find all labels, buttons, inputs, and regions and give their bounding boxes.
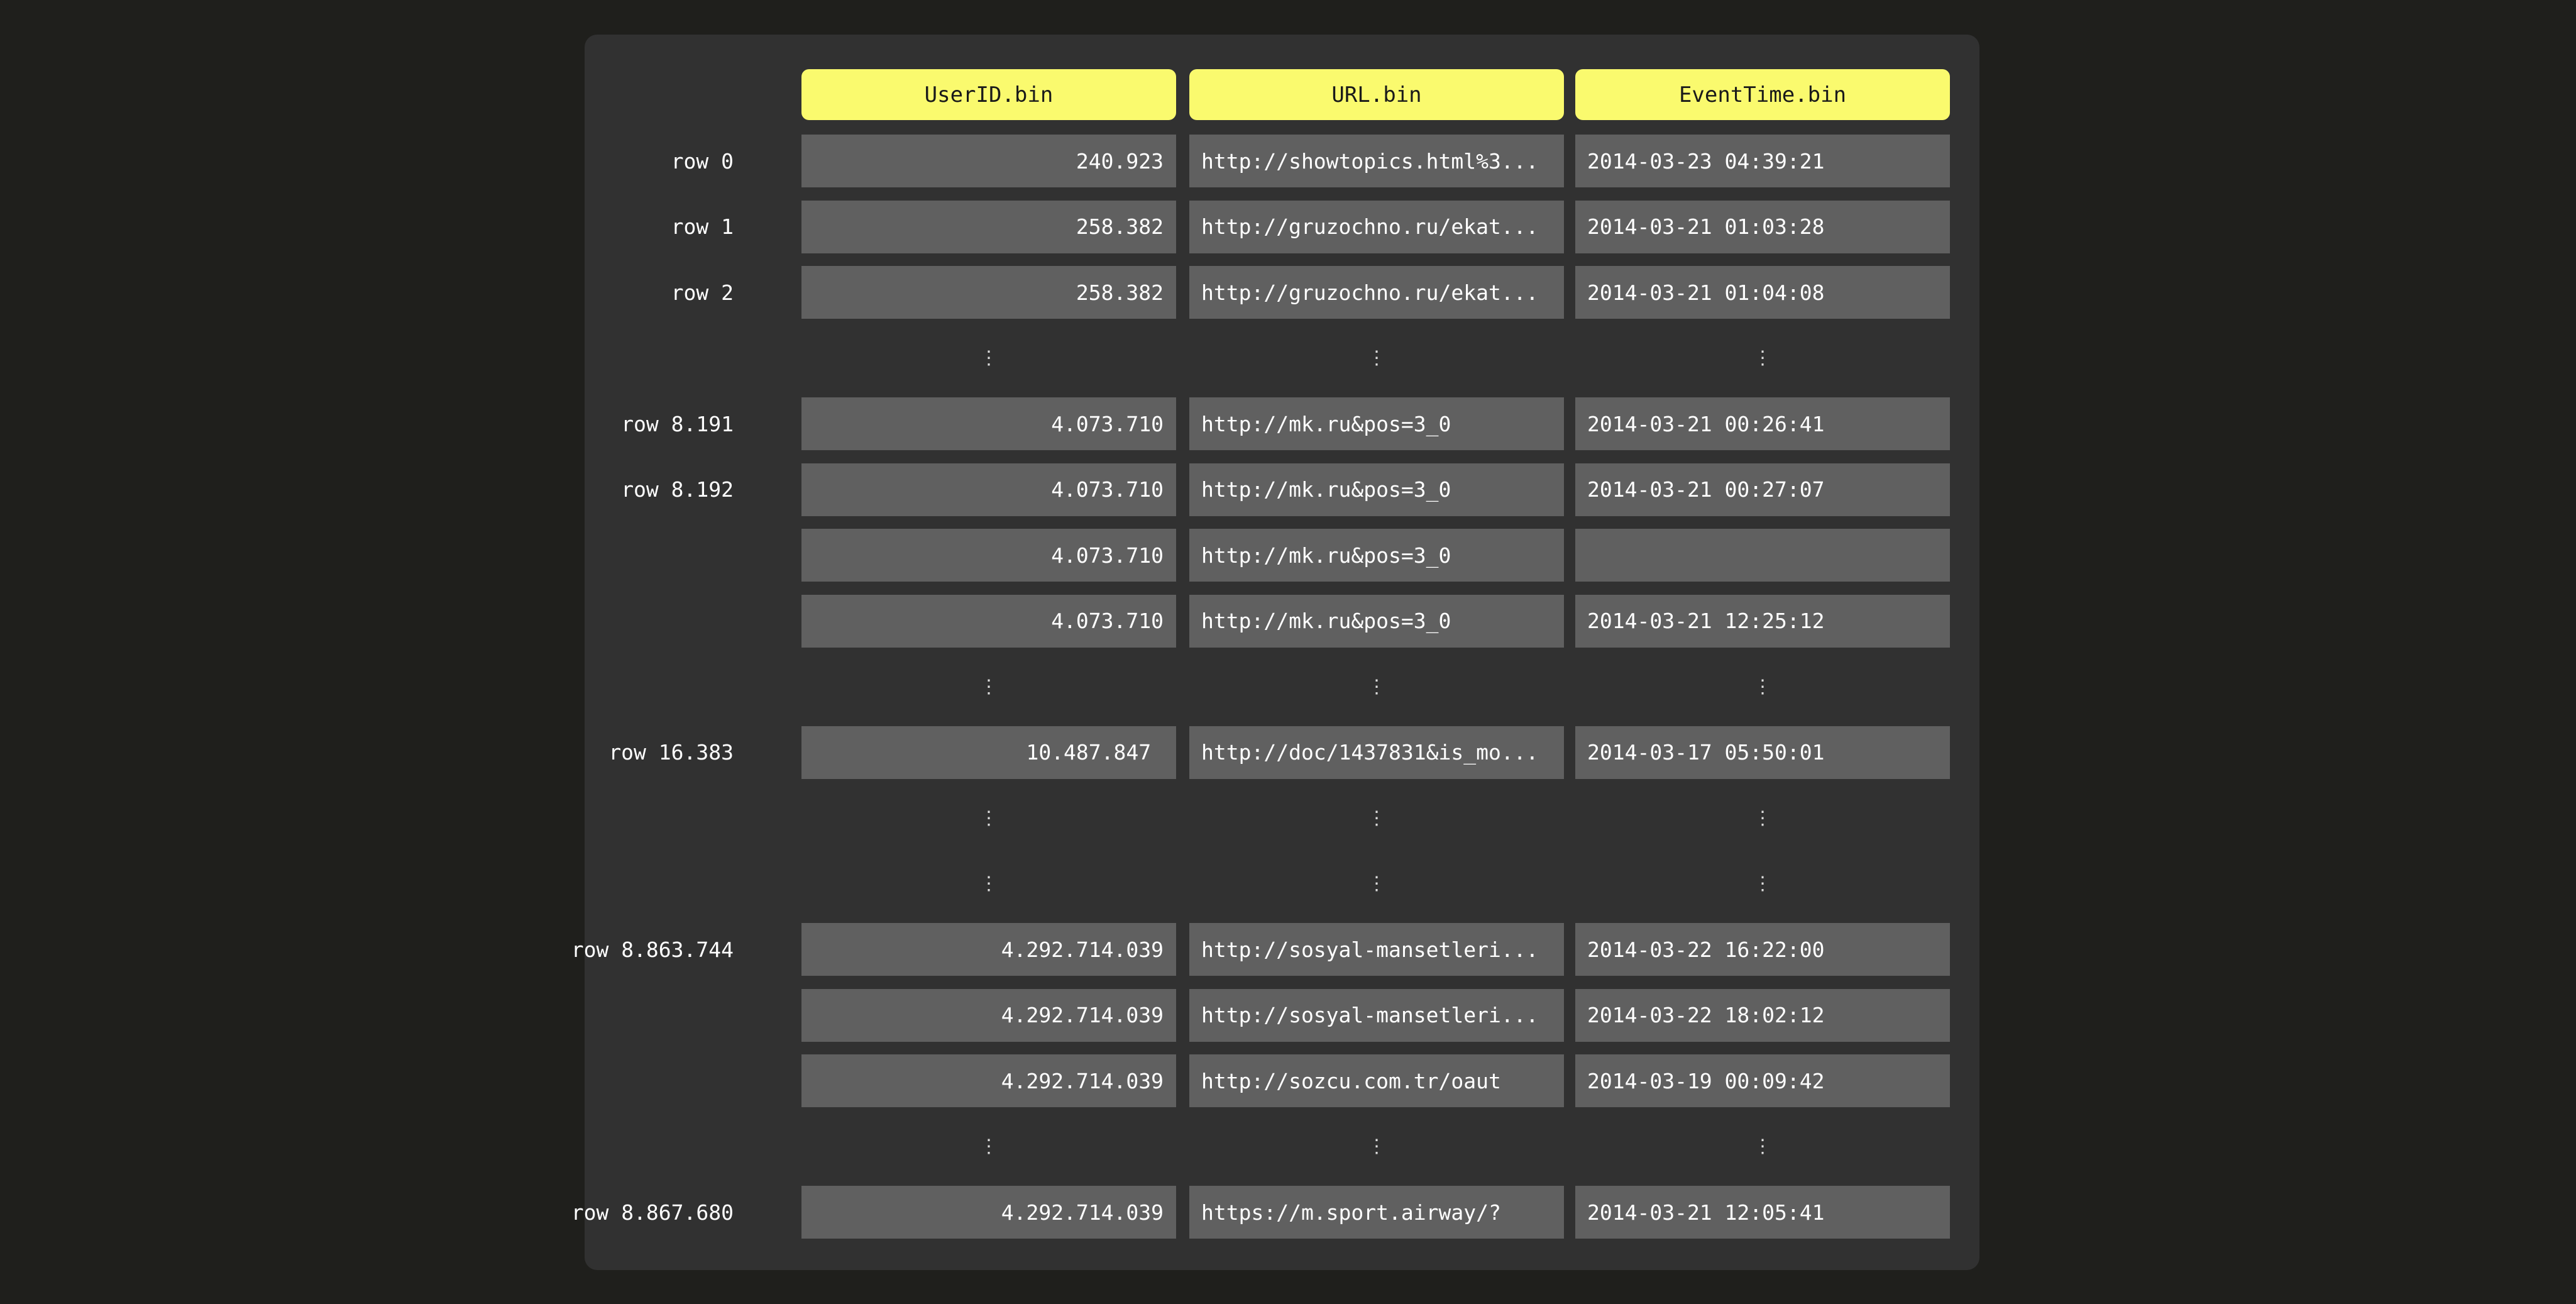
row-label: row 8.192 xyxy=(621,477,734,502)
ellipsis-icon: ⋮ xyxy=(979,675,998,698)
column-header-url: URL.bin xyxy=(1189,69,1564,120)
row-label: row 8.191 xyxy=(621,411,734,436)
cell-userid: 4.073.710 xyxy=(801,529,1176,582)
ellipsis-icon: ⋮ xyxy=(1367,675,1386,698)
table-panel: UserID.bin URL.bin EventTime.bin row 0 240.9… xyxy=(571,35,1979,1270)
cell-url: http://doc/1437831&is_mo... xyxy=(1189,726,1564,779)
cell-eventtime: 2014-03-21 00:27:07 xyxy=(1575,463,1950,516)
cell-url: http://gruzochno.ru/ekat... xyxy=(1189,200,1564,253)
cell-url: http://gruzochno.ru/ekat... xyxy=(1189,266,1564,319)
row-label: row 8.867.680 xyxy=(571,1200,734,1225)
cell-eventtime: 2014-03-17 05:50:01 xyxy=(1575,726,1950,779)
ellipsis-icon: ⋮ xyxy=(979,347,998,369)
row-label: row 0 xyxy=(671,148,734,174)
cell-userid: 240.923 xyxy=(801,135,1176,187)
cell-userid: 4.292.714.039 xyxy=(801,988,1176,1042)
cell-eventtime: 2014-03-22 16:22:00 xyxy=(1575,923,1950,976)
cell-eventtime: 2014-03-21 00:26:41 xyxy=(1575,397,1950,450)
cell-userid: 258.382 xyxy=(801,200,1176,253)
ellipsis-icon: ⋮ xyxy=(1367,347,1386,369)
cell-eventtime xyxy=(1575,529,1950,582)
cell-userid: 4.073.710 xyxy=(801,397,1176,450)
column-header-userid: UserID.bin xyxy=(801,69,1176,120)
ellipsis-icon: ⋮ xyxy=(979,807,998,829)
row-label: row 16.383 xyxy=(608,740,734,765)
row-label: row 8.863.744 xyxy=(571,937,734,962)
cell-url: http://mk.ru&pos=3_0 xyxy=(1189,529,1564,582)
ellipsis-icon: ⋮ xyxy=(1753,807,1772,829)
ellipsis-icon: ⋮ xyxy=(979,873,998,895)
row-label: row 1 xyxy=(671,214,734,239)
cell-eventtime: 2014-03-21 01:03:28 xyxy=(1575,200,1950,253)
cell-url: http://sozcu.com.tr/oaut xyxy=(1189,1054,1564,1107)
cell-url: http://showtopics.html%3... xyxy=(1189,135,1564,187)
cell-url: http://mk.ru&pos=3_0 xyxy=(1189,463,1564,516)
column-header-eventtime: EventTime.bin xyxy=(1575,69,1950,120)
cell-eventtime: 2014-03-21 12:05:41 xyxy=(1575,1186,1950,1239)
ellipsis-icon: ⋮ xyxy=(1753,1135,1772,1158)
cell-eventtime: 2014-03-22 18:02:12 xyxy=(1575,988,1950,1042)
cell-eventtime: 2014-03-21 12:25:12 xyxy=(1575,594,1950,648)
cell-eventtime: 2014-03-23 04:39:21 xyxy=(1575,135,1950,187)
cell-url: http://mk.ru&pos=3_0 xyxy=(1189,397,1564,450)
ellipsis-icon: ⋮ xyxy=(1753,873,1772,895)
cell-userid: 4.292.714.039 xyxy=(801,1054,1176,1107)
cell-userid: 4.292.714.039 xyxy=(801,1186,1176,1239)
ellipsis-icon: ⋮ xyxy=(979,1135,998,1158)
cell-eventtime: 2014-03-21 01:04:08 xyxy=(1575,266,1950,319)
ellipsis-icon: ⋮ xyxy=(1367,1135,1386,1158)
ellipsis-icon: ⋮ xyxy=(1367,873,1386,895)
cell-userid: 258.382 xyxy=(801,266,1176,319)
cell-url: http://sosyal-mansetleri... xyxy=(1189,988,1564,1042)
ellipsis-icon: ⋮ xyxy=(1753,675,1772,698)
ellipsis-icon: ⋮ xyxy=(1367,807,1386,829)
ellipsis-icon: ⋮ xyxy=(1753,347,1772,369)
cell-userid: 4.073.710 xyxy=(801,594,1176,648)
cell-url: https://m.sport.airway/? xyxy=(1189,1186,1564,1239)
row-label: row 2 xyxy=(671,280,734,305)
cell-userid: 4.073.710 xyxy=(801,463,1176,516)
cell-url: http://mk.ru&pos=3_0 xyxy=(1189,594,1564,648)
cell-userid: 4.292.714.039 xyxy=(801,923,1176,976)
cell-url: http://sosyal-mansetleri... xyxy=(1189,923,1564,976)
cell-userid: 10.487.847 xyxy=(801,726,1176,779)
cell-eventtime: 2014-03-19 00:09:42 xyxy=(1575,1054,1950,1107)
